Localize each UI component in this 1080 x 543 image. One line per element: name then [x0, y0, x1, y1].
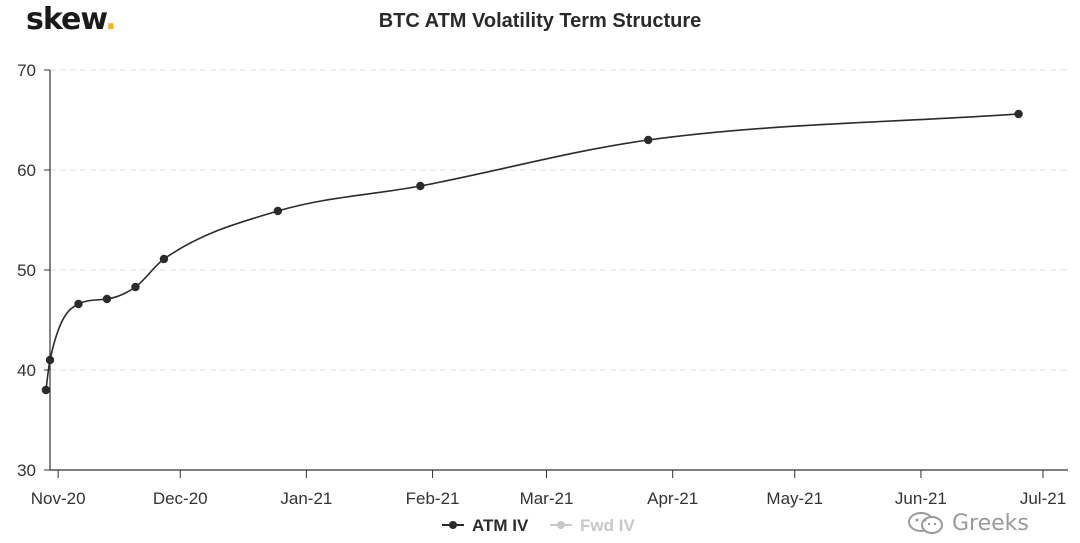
- x-tick-label: Nov-20: [31, 489, 86, 508]
- y-tick-label: 30: [17, 461, 36, 480]
- legend-label: ATM IV: [472, 516, 529, 535]
- atm-iv-point: [45, 355, 55, 365]
- atm-iv-point: [1014, 109, 1023, 119]
- y-tick-label: 40: [17, 361, 36, 380]
- x-tick-label: Feb-21: [406, 489, 460, 508]
- legend-marker-icon: [557, 521, 565, 529]
- watermark-text: Greeks: [952, 510, 1029, 536]
- x-tick-label: Mar-21: [520, 489, 574, 508]
- legend-marker-icon: [449, 521, 457, 529]
- legend-item-atm-iv[interactable]: ATM IV: [442, 516, 529, 535]
- x-tick-label: Jul-21: [1020, 489, 1066, 508]
- logo-dot: .: [105, 2, 116, 37]
- axes: [44, 69, 1068, 478]
- atm-iv-point: [74, 299, 83, 309]
- y-tick-label: 50: [17, 261, 36, 280]
- atm-iv-point: [159, 254, 169, 264]
- legend: ATM IV Fwd IV: [442, 516, 635, 535]
- atm-iv-point: [102, 294, 112, 304]
- y-tick-label: 60: [17, 161, 36, 180]
- x-tick-label: Apr-21: [647, 489, 698, 508]
- legend-label: Fwd IV: [580, 516, 635, 535]
- logo-text: skew: [26, 2, 106, 37]
- x-tick-label: May-21: [766, 489, 823, 508]
- atm-iv-point: [41, 385, 51, 395]
- y-axis-labels: 30 40 50 60 70: [17, 61, 36, 480]
- atm-iv-point: [273, 206, 283, 216]
- x-tick-label: Jan-21: [280, 489, 332, 508]
- skew-logo: skew.: [26, 2, 117, 37]
- y-tick-label: 70: [17, 61, 36, 80]
- watermark: Greeks: [906, 510, 1029, 536]
- atm-iv-point: [644, 135, 653, 145]
- grid-lines: [50, 69, 1068, 371]
- atm-iv-line: [45, 113, 1019, 391]
- wechat-icon: [908, 512, 943, 534]
- x-tick-label: Jun-21: [895, 489, 947, 508]
- chart-title: BTC ATM Volatility Term Structure: [378, 10, 702, 32]
- x-tick-label: Dec-20: [153, 489, 208, 508]
- x-axis-labels: Nov-20 Dec-20 Jan-21 Feb-21 Mar-21 Apr-21 May-…: [31, 489, 1066, 508]
- atm-iv-point: [416, 181, 425, 191]
- legend-item-fwd-iv[interactable]: Fwd IV: [550, 516, 635, 535]
- atm-iv-point: [131, 282, 140, 292]
- series-layer: [41, 109, 1023, 395]
